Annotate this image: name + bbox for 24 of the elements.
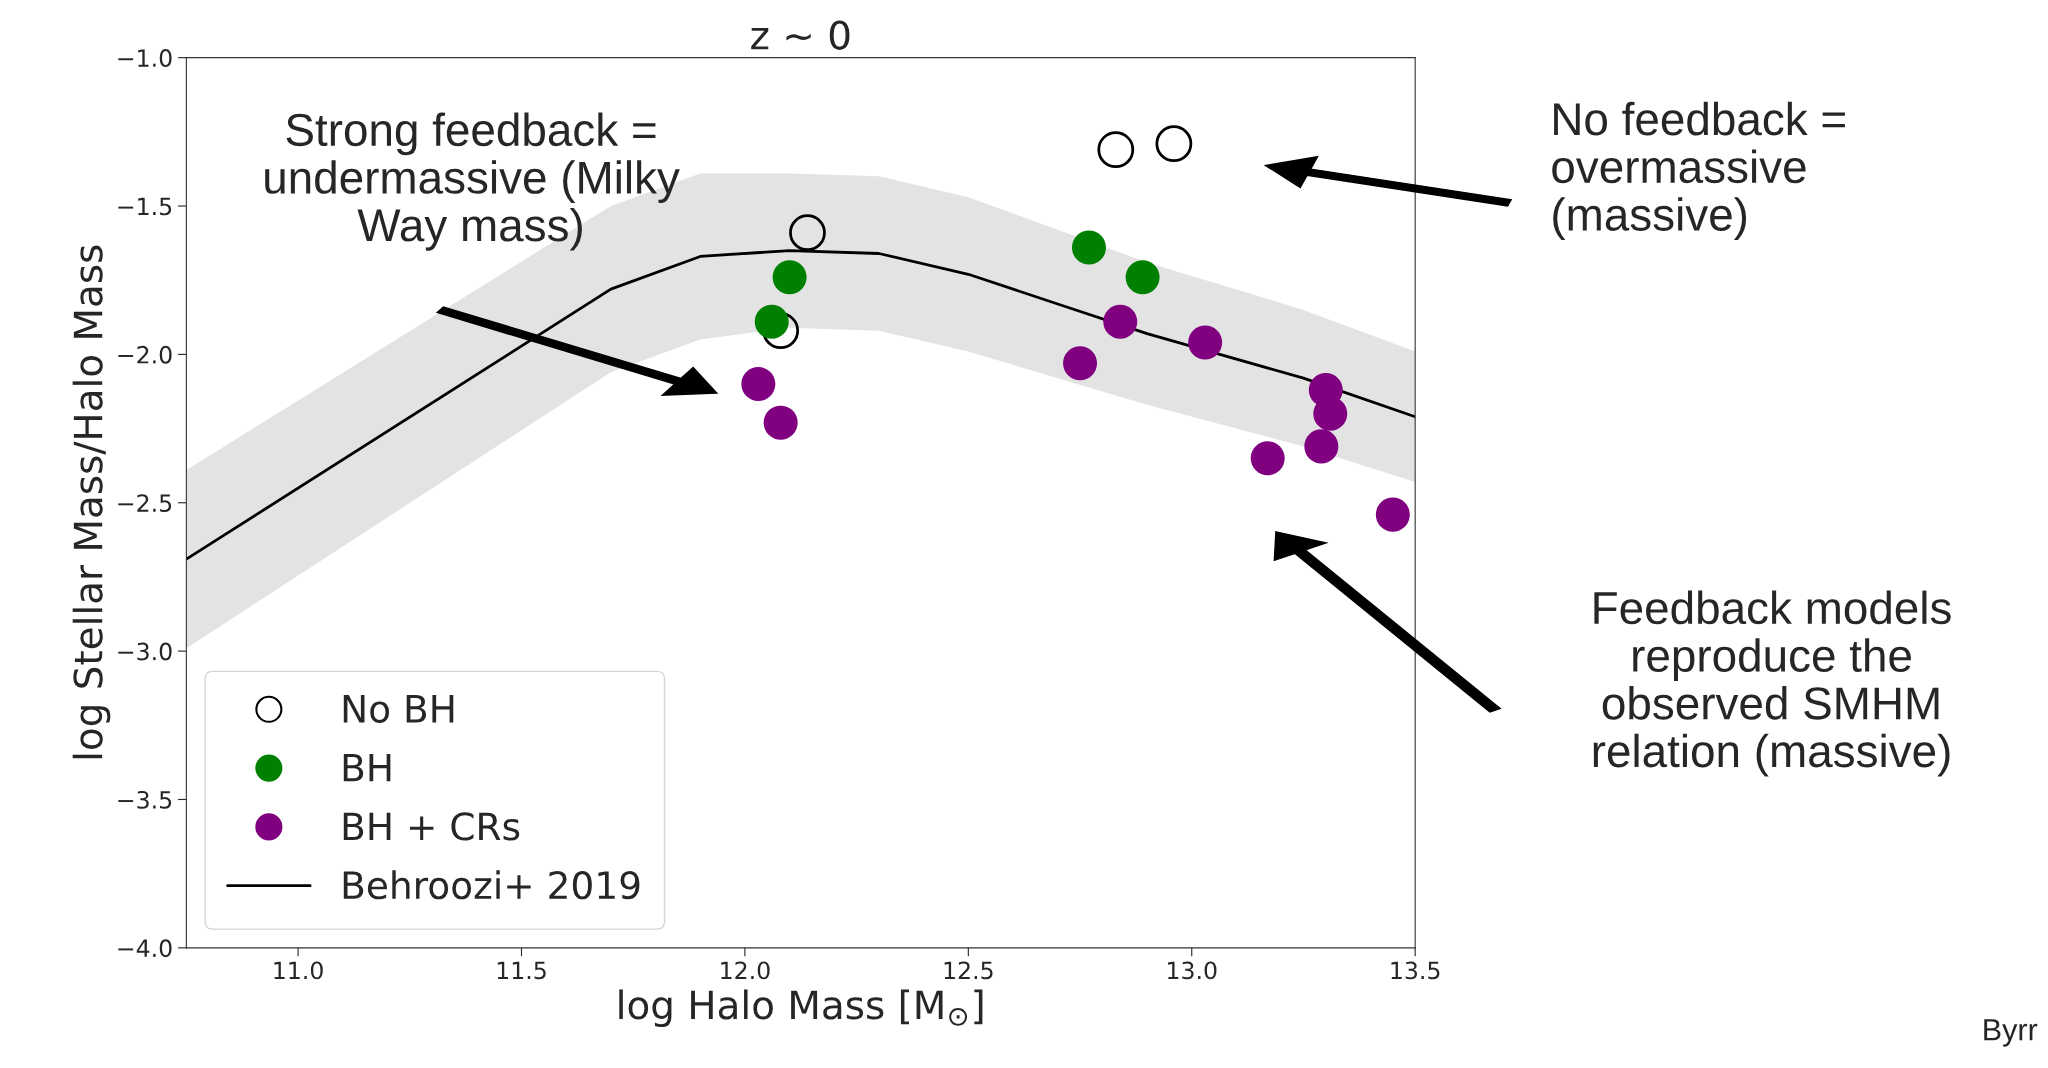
y-tick-label: −1.5 bbox=[118, 197, 172, 216]
y-tick-label: −3.0 bbox=[118, 642, 172, 661]
chart-title: z ∼ 0 bbox=[751, 20, 850, 50]
y-tick-label: −3.5 bbox=[118, 790, 172, 809]
y-tick-label: −2.0 bbox=[118, 345, 172, 364]
legend-label: BH bbox=[343, 753, 391, 782]
x-tick-label: 13.5 bbox=[1391, 961, 1440, 980]
y-tick-label: −4.0 bbox=[118, 939, 172, 958]
y-tick-label: −2.5 bbox=[118, 494, 172, 513]
x-tick-label: 12.5 bbox=[944, 961, 993, 980]
y-tick-label: −1.0 bbox=[118, 49, 172, 67]
x-axis-title: log Halo Mass [M$_{⊙}$] bbox=[619, 989, 983, 1028]
x-tick-label: 11.0 bbox=[274, 961, 323, 980]
legend-label: No BH bbox=[343, 695, 454, 723]
text: No feedback = overmassive (massive) bbox=[1552, 101, 1845, 240]
legend-label: BH + CRs bbox=[343, 812, 520, 841]
text: Feedback models reproduce the observed SMHM relation (massive) bbox=[1593, 590, 1951, 777]
x-tick-label: 11.5 bbox=[497, 961, 546, 980]
y-axis-title: log Stellar Mass/Halo Mass bbox=[72, 245, 111, 759]
x-tick-label: 12.0 bbox=[721, 961, 770, 980]
text: Byrr bbox=[1984, 1019, 2038, 1047]
legend-label: Behroozi+ 2019 bbox=[343, 870, 640, 900]
annotation: Strong feedback = undermassive (Milky Way mass) bbox=[265, 112, 680, 251]
x-tick-label: 13.0 bbox=[1168, 961, 1217, 980]
